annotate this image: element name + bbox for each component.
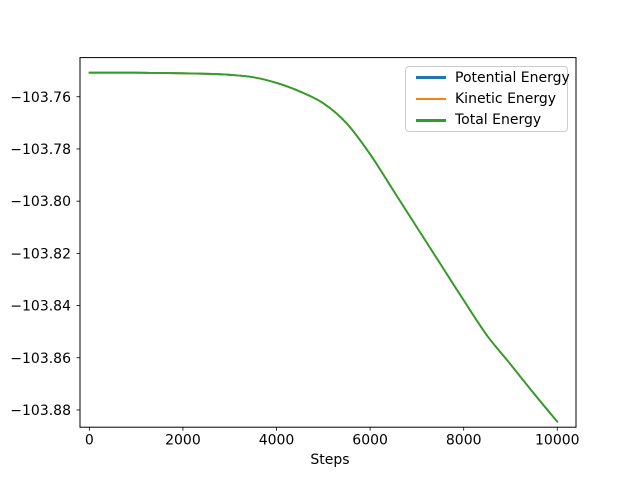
y-tick-label: −103.86 [10, 351, 71, 367]
y-tick-label: −103.78 [10, 142, 71, 158]
legend-item-total-energy: Total Energy [416, 110, 567, 131]
y-tick-label: −103.84 [10, 299, 71, 315]
x-tick-label: 6000 [352, 433, 388, 449]
legend-label: Total Energy [455, 112, 542, 129]
x-tick-label: 8000 [446, 433, 482, 449]
y-axis-ticks: −103.76 −103.78 −103.80 −103.82 −103.84 −103.… [10, 90, 80, 419]
x-axis-label: Steps [310, 452, 350, 468]
legend: Potential Energy Kinetic Energy Total En… [405, 66, 570, 132]
x-tick-label: 2000 [165, 433, 201, 449]
legend-line-swatch-green [416, 119, 446, 122]
legend-line-swatch-orange [416, 97, 446, 101]
axes-frame [79, 57, 577, 428]
legend-item-potential-energy: Potential Energy [416, 67, 570, 88]
x-tick-label: 10000 [535, 433, 580, 449]
y-tick-label: −103.88 [10, 403, 71, 419]
x-tick-label: 0 [85, 433, 94, 449]
x-tick-label: 4000 [259, 433, 295, 449]
x-axis-ticks: 0 2000 4000 6000 8000 10000 [85, 427, 580, 449]
axes-spine [79, 57, 577, 428]
y-tick-label: −103.82 [10, 246, 71, 262]
legend-label: Potential Energy [455, 69, 570, 86]
legend-item-kinetic-energy: Kinetic Energy [416, 88, 567, 109]
legend-label: Kinetic Energy [455, 90, 557, 107]
y-tick-label: −103.76 [10, 90, 71, 106]
y-tick-label: −103.80 [10, 194, 71, 210]
series-lines [88, 71, 559, 423]
series-line-total-energy [88, 71, 559, 423]
legend-line-swatch-blue [416, 76, 446, 79]
